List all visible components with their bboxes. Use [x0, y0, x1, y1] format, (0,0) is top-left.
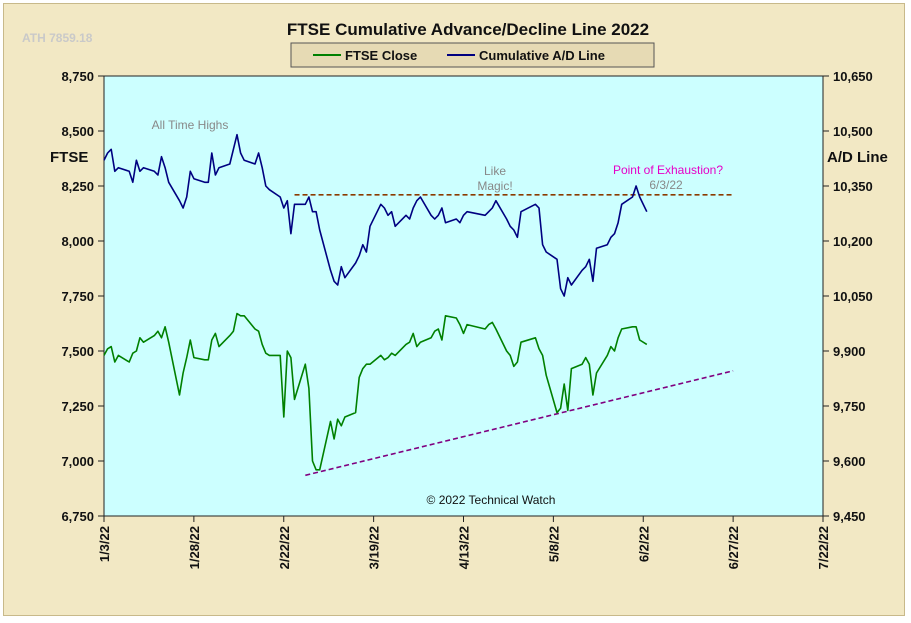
right-tick-label: 10,350 [833, 179, 873, 194]
left-tick-label: 8,250 [61, 179, 94, 194]
left-axis-label: FTSE [50, 149, 88, 166]
right-axis: 10,650 10,500 10,350 10,200 10,050 9,900 9,750… [823, 69, 873, 524]
left-tick-label: 7,250 [61, 399, 94, 414]
x-axis: 1/3/22 1/28/22 2/22/22 3/19/22 4/13/22 5/8/22… [97, 516, 831, 569]
chart-title: FTSE Cumulative Advance/Decline Line 202… [287, 20, 649, 39]
x-tick-label: 7/22/22 [816, 526, 831, 569]
right-tick-label: 10,050 [833, 289, 873, 304]
x-tick-label: 5/8/22 [546, 526, 561, 562]
ad-line [103, 133, 648, 297]
left-tick-label: 8,500 [61, 124, 94, 139]
series-layer [103, 133, 648, 471]
support-line [305, 370, 734, 477]
annotation-date: 6/3/22 [649, 178, 683, 192]
legend: FTSE Close Cumulative A/D Line [290, 42, 655, 68]
x-tick-label: 1/28/22 [187, 526, 202, 569]
right-axis-label: A/D Line [827, 149, 888, 166]
right-tick-label: 9,750 [833, 399, 866, 414]
copyright-note: © 2022 Technical Watch [427, 493, 556, 507]
x-tick-label: 1/3/22 [97, 526, 112, 562]
ftse-close-line [103, 312, 648, 471]
left-tick-label: 7,000 [61, 454, 94, 469]
legend-label-ad: Cumulative A/D Line [479, 48, 605, 63]
x-tick-label: 2/22/22 [277, 526, 292, 569]
x-tick-label: 6/2/22 [636, 526, 651, 562]
annotation-point-of-exhaustion: Point of Exhaustion? [613, 163, 723, 177]
ath-note: ATH 7859.18 [22, 31, 93, 45]
x-tick-label: 3/19/22 [367, 526, 382, 569]
right-tick-label: 10,200 [833, 234, 873, 249]
left-tick-label: 7,750 [61, 289, 94, 304]
trend-lines [294, 194, 734, 477]
annotation-like: Like [484, 164, 506, 178]
right-tick-label: 10,650 [833, 69, 873, 84]
x-tick-label: 6/27/22 [726, 526, 741, 569]
annotation-magic: Magic! [477, 179, 512, 193]
legend-label-ftse: FTSE Close [345, 48, 417, 63]
left-tick-label: 8,750 [61, 69, 94, 84]
left-axis: 8,750 8,500 8,250 8,000 7,750 7,500 7,250 7,000… [61, 69, 104, 524]
right-tick-label: 9,900 [833, 344, 866, 359]
left-tick-label: 7,500 [61, 344, 94, 359]
right-tick-label: 9,600 [833, 454, 866, 469]
annotation-all-time-highs: All Time Highs [152, 118, 229, 132]
right-tick-label: 9,450 [833, 509, 866, 524]
left-tick-label: 8,000 [61, 234, 94, 249]
left-tick-label: 6,750 [61, 509, 94, 524]
right-tick-label: 10,500 [833, 124, 873, 139]
plot-area [103, 75, 824, 517]
x-tick-label: 4/13/22 [457, 526, 472, 569]
